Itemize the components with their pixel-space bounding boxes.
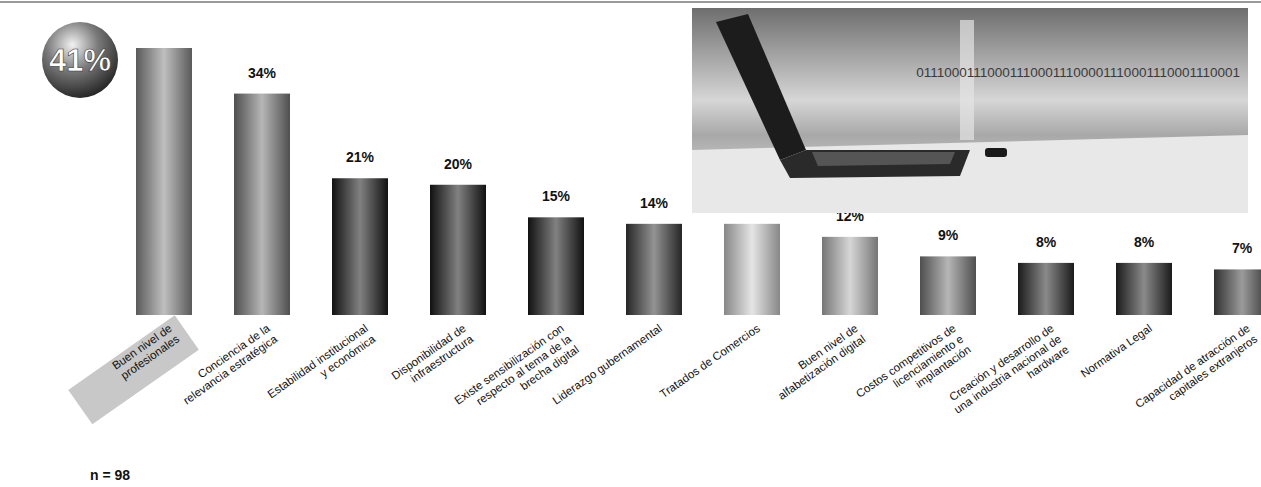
bar xyxy=(528,217,584,315)
category-label-group: Creación y desarrollo deuna industria na… xyxy=(944,322,1071,426)
bar xyxy=(920,256,976,315)
category-label: Capacidad de atracción decapitales extra… xyxy=(1133,322,1260,421)
bar xyxy=(724,224,780,315)
laptop-keys xyxy=(812,152,955,166)
category-labels: Buen nivel deprofesionalesConciencia de … xyxy=(68,315,1259,427)
bar xyxy=(1214,269,1261,315)
category-label-group: Liderazgo gubernamental xyxy=(550,322,664,407)
category-label: Liderazgo gubernamental xyxy=(550,322,664,407)
data-label: 8% xyxy=(1134,234,1155,250)
data-label: 9% xyxy=(938,227,959,243)
data-label: 14% xyxy=(640,195,669,211)
category-label-line: Normativa Legal xyxy=(1079,322,1154,380)
category-label-line: Tratados de Comercios xyxy=(658,322,763,400)
category-label-group: Existe sensibilización conrespecto al te… xyxy=(452,322,581,428)
category-label-line: Liderazgo gubernamental xyxy=(550,322,664,407)
category-label-line: relevancia estratégica xyxy=(181,332,280,406)
photo-bg xyxy=(692,8,1248,213)
chart-svg: 41%34%21%20%15%14%12%9%8%8%7%Buen nivel … xyxy=(0,0,1261,487)
category-label-line: Capacidad de atracción de xyxy=(1133,322,1252,410)
chart-root: 41%34%21%20%15%14%12%9%8%8%7%Buen nivel … xyxy=(0,0,1261,487)
data-label: 8% xyxy=(1036,234,1057,250)
category-label: Estabilidad institucionaly económica xyxy=(265,322,378,411)
bar xyxy=(234,94,290,315)
category-label-group: Buen nivel deprofesionales xyxy=(68,315,199,424)
category-label-group: Estabilidad institucionaly económica xyxy=(265,322,378,411)
data-label: 41% xyxy=(49,43,111,78)
data-label: 20% xyxy=(444,156,473,172)
photo: 0111000111000111000111000011100011100011… xyxy=(692,8,1248,213)
photo-pillar xyxy=(960,20,974,140)
data-label: 7% xyxy=(1232,240,1253,256)
category-label: Tratados de Comercios xyxy=(658,322,763,400)
category-label: Creación y desarrollo deuna industria na… xyxy=(944,322,1071,426)
bar xyxy=(822,237,878,315)
laptop-screen xyxy=(716,14,806,160)
highlight-box xyxy=(68,315,199,424)
category-label-line: infraestructura xyxy=(408,332,476,384)
category-label: Normativa Legal xyxy=(1079,322,1154,380)
laptop-base xyxy=(780,150,970,178)
category-label-line: profesionales xyxy=(119,332,182,381)
category-label: Buen nivel deprofesionales xyxy=(110,322,182,383)
bar xyxy=(430,185,486,315)
category-label-group: Capacidad de atracción decapitales extra… xyxy=(1133,322,1260,421)
category-label-group: Tratados de Comercios xyxy=(658,322,763,400)
category-label-line: capitales extranjeros xyxy=(1166,332,1259,402)
annotation: 0111000111000111000111000011100011100011… xyxy=(916,65,1240,80)
data-label: 21% xyxy=(346,149,375,165)
category-label-group: Normativa Legal xyxy=(1079,322,1154,380)
category-label-line: hardware xyxy=(1025,343,1071,380)
badge xyxy=(42,22,118,98)
bar xyxy=(626,224,682,315)
category-label-line: una industria nacional de xyxy=(952,333,1064,416)
bar xyxy=(332,178,388,315)
category-label: Conciencia de larelevancia estratégica xyxy=(173,322,279,407)
category-label-group: Conciencia de larelevancia estratégica xyxy=(173,322,279,407)
category-label-group: Disponibilidad deinfraestructura xyxy=(389,322,476,393)
data-label: 15% xyxy=(542,188,571,204)
bar xyxy=(136,48,192,315)
annotation: n = 98 xyxy=(90,467,130,483)
data-label: 34% xyxy=(248,65,277,81)
category-label-line: Estabilidad institucional xyxy=(265,322,370,400)
category-label: Disponibilidad deinfraestructura xyxy=(389,322,476,393)
phone xyxy=(985,148,1007,157)
category-label: Existe sensibilización conrespecto al te… xyxy=(452,322,581,428)
category-label-line: y económica xyxy=(318,332,378,379)
top-rule xyxy=(0,1,1261,3)
bar xyxy=(1018,263,1074,315)
bar xyxy=(1116,263,1172,315)
